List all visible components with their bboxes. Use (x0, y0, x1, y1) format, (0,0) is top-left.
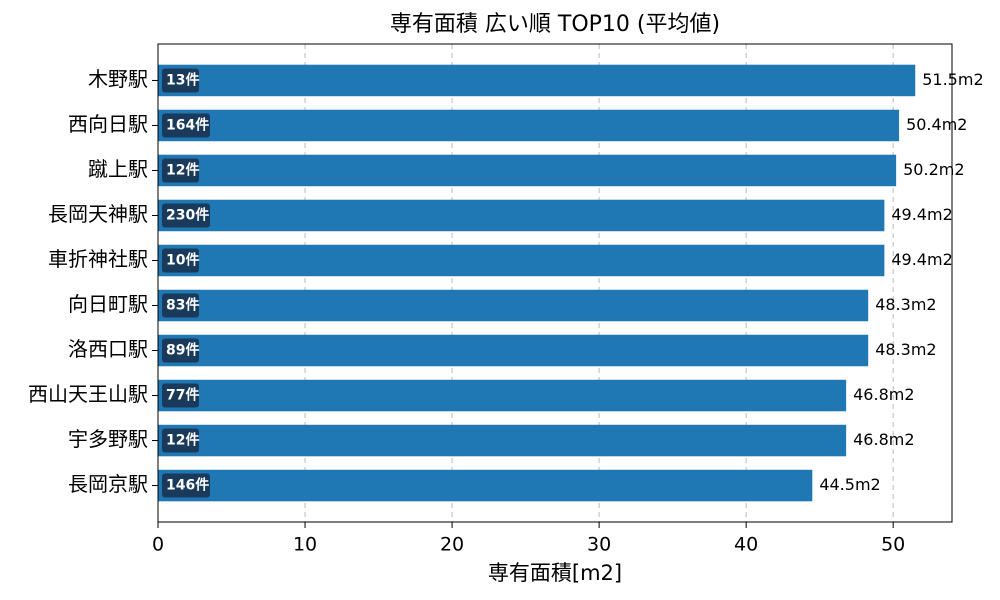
x-tick-label: 40 (734, 534, 758, 556)
value-label: 50.2m2 (903, 160, 964, 179)
chart-title: 専有面積 広い順 TOP10 (平均値) (390, 12, 720, 37)
value-label: 46.8m2 (853, 385, 914, 404)
count-badge (162, 428, 199, 453)
count-label: 89件 (166, 342, 199, 359)
y-tick-label: 西向日駅 (68, 112, 148, 136)
x-tick-label: 30 (587, 534, 611, 556)
y-tick-label: 長岡京駅 (68, 472, 148, 496)
value-label: 49.4m2 (891, 205, 952, 224)
bar (158, 379, 847, 412)
x-tick-label: 20 (440, 534, 464, 556)
y-tick-label: 車折神社駅 (48, 247, 148, 271)
y-tick-label: 向日町駅 (68, 292, 148, 316)
y-tick-label: 西山天王山駅 (28, 382, 148, 406)
x-tick-label: 50 (881, 534, 905, 556)
y-tick-label: 蹴上駅 (88, 157, 148, 181)
bar (158, 424, 847, 457)
bar (158, 64, 916, 97)
y-tick-label: 宇多野駅 (68, 427, 148, 451)
bar (158, 469, 813, 502)
bar (158, 109, 900, 142)
count-badge (162, 158, 199, 183)
y-tick-label: 木野駅 (88, 67, 148, 91)
count-label: 146件 (166, 477, 209, 494)
value-label: 46.8m2 (853, 430, 914, 449)
value-label: 49.4m2 (891, 250, 952, 269)
count-badge (162, 338, 199, 363)
value-label: 48.3m2 (875, 340, 936, 359)
count-badge (162, 473, 210, 498)
value-label: 48.3m2 (875, 295, 936, 314)
count-label: 10件 (166, 251, 199, 268)
count-badge (162, 248, 199, 273)
value-label: 50.4m2 (906, 115, 967, 134)
count-label: 230件 (166, 206, 209, 223)
bar (158, 334, 869, 367)
count-badge (162, 113, 210, 138)
count-label: 13件 (166, 71, 199, 88)
x-tick-label: 10 (293, 534, 317, 556)
count-label: 164件 (166, 116, 209, 133)
bar (158, 244, 885, 277)
y-tick-label: 洛西口駅 (68, 337, 148, 361)
count-label: 83件 (166, 297, 199, 314)
bar (158, 154, 897, 187)
x-axis-label: 専有面積[m2] (488, 561, 622, 585)
value-label: 51.5m2 (922, 70, 983, 89)
value-label: 44.5m2 (819, 475, 880, 494)
bar (158, 289, 869, 322)
y-tick-label: 長岡天神駅 (48, 202, 148, 226)
count-badge (162, 203, 210, 228)
count-label: 12件 (166, 161, 199, 178)
x-tick-label: 0 (152, 534, 164, 556)
count-label: 77件 (166, 387, 199, 404)
count-badge (162, 293, 199, 318)
count-label: 12件 (166, 432, 199, 449)
plot-frame (157, 43, 953, 523)
bar (158, 199, 885, 232)
count-badge (162, 68, 199, 93)
count-badge (162, 383, 199, 408)
